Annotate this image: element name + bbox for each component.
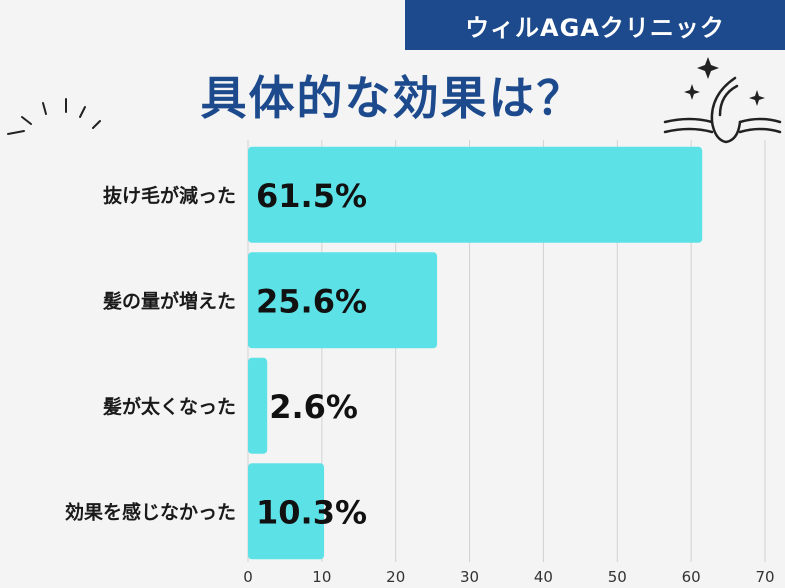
x-tick-label: 40 [534, 568, 553, 586]
hair-follicle-icon [663, 57, 782, 144]
chart-title: 具体的な効果は？ [200, 71, 585, 125]
x-tick-label: 0 [243, 568, 253, 586]
x-tick-label: 30 [460, 568, 479, 586]
category-label: 髪の量が増えた [102, 289, 236, 312]
category-label: 抜け毛が減った [103, 184, 236, 207]
bar [248, 252, 438, 349]
value-label: 10.3% [256, 493, 367, 531]
bar [248, 463, 325, 560]
value-label: 2.6% [269, 388, 358, 426]
category-label: 効果を感じなかった [65, 500, 236, 523]
value-label: 25.6% [256, 282, 367, 320]
brand-name: ウィルAGAクリニック [465, 13, 725, 42]
bar [248, 357, 268, 454]
brand-banner: ウィルAGAクリニック [405, 0, 785, 50]
sparkle-burst-icon [7, 98, 101, 135]
x-tick-label: 50 [608, 568, 627, 586]
x-tick-label: 10 [312, 568, 331, 586]
x-tick-label: 70 [755, 568, 774, 586]
value-label: 61.5% [256, 177, 367, 215]
bar [248, 146, 703, 243]
x-tick-label: 20 [386, 568, 405, 586]
x-tick-label: 60 [682, 568, 701, 586]
category-label: 髪が太くなった [102, 395, 236, 418]
